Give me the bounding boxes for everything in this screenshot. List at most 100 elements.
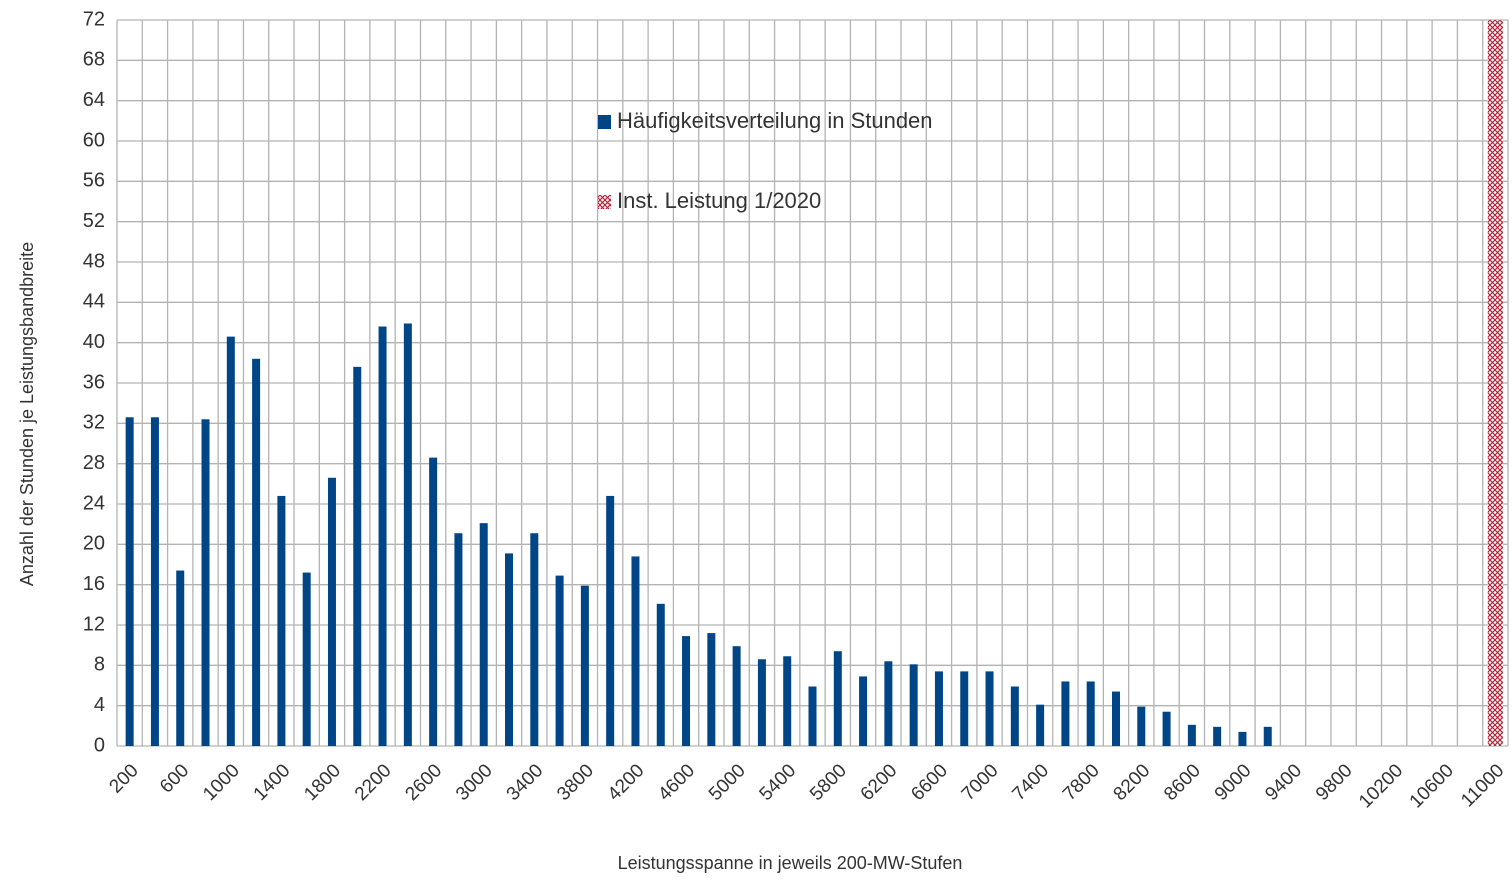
x-axis-title: Leistungsspanne in jeweils 200-MW-Stufen <box>618 853 963 873</box>
bar <box>226 336 235 746</box>
x-tick-label: 8200 <box>1110 760 1155 805</box>
bar <box>277 495 286 746</box>
bar <box>960 671 969 746</box>
x-tick-label: 1400 <box>250 760 295 805</box>
bar <box>201 419 210 746</box>
y-tick-label: 40 <box>83 331 105 353</box>
bar <box>808 686 817 746</box>
bar <box>682 636 691 746</box>
x-tick-label: 4200 <box>604 760 649 805</box>
bar <box>429 457 438 746</box>
x-tick-label: 2600 <box>401 760 446 805</box>
bar <box>934 671 943 746</box>
x-tick-label: 7800 <box>1059 760 1104 805</box>
bar <box>1061 681 1070 746</box>
x-tick-label: 5400 <box>756 760 801 805</box>
y-tick-label: 20 <box>83 533 105 555</box>
bar <box>150 417 159 746</box>
y-tick-label: 68 <box>83 49 105 71</box>
y-tick-label: 0 <box>94 734 105 756</box>
bar <box>1487 20 1503 746</box>
legend-swatch <box>598 115 611 129</box>
bar <box>1187 724 1196 746</box>
bar <box>1010 686 1019 746</box>
bar <box>580 585 589 746</box>
x-tick-label: 600 <box>156 760 193 797</box>
y-tick-label: 64 <box>83 89 105 111</box>
y-tick-label: 36 <box>83 371 105 393</box>
x-tick-label: 9400 <box>1261 760 1306 805</box>
x-tick-label: 10200 <box>1355 760 1407 812</box>
bar <box>555 575 564 746</box>
y-tick-label: 28 <box>83 452 105 474</box>
bar <box>530 533 539 746</box>
x-tick-label: 3400 <box>503 760 548 805</box>
y-tick-label: 16 <box>83 573 105 595</box>
bar <box>176 570 185 746</box>
x-tick-label: 9000 <box>1211 760 1256 805</box>
x-tick-label: 3800 <box>553 760 598 805</box>
bar <box>833 651 842 746</box>
bar <box>909 664 918 746</box>
x-tick-label: 8600 <box>1160 760 1205 805</box>
bar <box>859 676 868 746</box>
y-tick-label: 60 <box>83 129 105 151</box>
bar <box>1086 681 1095 746</box>
bar <box>1263 726 1272 746</box>
y-tick-label: 48 <box>83 250 105 272</box>
y-tick-label: 56 <box>83 170 105 192</box>
x-tick-label: 3000 <box>452 760 497 805</box>
x-tick-label: 2200 <box>351 760 396 805</box>
bar <box>606 495 615 746</box>
bar <box>884 661 893 746</box>
x-tick-label: 10600 <box>1406 760 1458 812</box>
legend-label: Inst. Leistung 1/2020 <box>617 188 821 213</box>
y-tick-label: 72 <box>83 8 105 30</box>
bar <box>353 366 362 746</box>
legend-label: Häufigkeitsverteilung in Stunden <box>617 108 933 133</box>
bar <box>985 671 994 746</box>
y-tick-label: 8 <box>94 654 105 676</box>
bar <box>378 326 387 746</box>
bar <box>1111 691 1120 746</box>
bar <box>252 358 261 746</box>
x-tick-label: 9800 <box>1312 760 1357 805</box>
x-tick-label: 6600 <box>907 760 952 805</box>
y-tick-label: 44 <box>83 291 105 313</box>
bar <box>631 556 640 746</box>
bar <box>302 572 311 746</box>
y-tick-label: 12 <box>83 613 105 635</box>
bar <box>327 477 336 746</box>
bar <box>479 523 488 746</box>
x-tick-label: 5000 <box>705 760 750 805</box>
x-tick-label: 6200 <box>857 760 902 805</box>
y-tick-label: 32 <box>83 412 105 434</box>
bar <box>1137 706 1146 746</box>
bar <box>454 533 463 746</box>
x-tick-label: 7400 <box>1008 760 1053 805</box>
x-tick-label: 200 <box>105 760 142 797</box>
bar <box>732 646 741 746</box>
y-axis-title: Anzahl der Stunden je Leistungsbandbreit… <box>17 242 37 586</box>
bar <box>125 417 134 746</box>
x-tick-label: 11000 <box>1457 760 1508 811</box>
bar <box>403 323 412 746</box>
x-tick-label: 1000 <box>199 760 244 805</box>
x-tick-label: 4600 <box>654 760 699 805</box>
bar <box>1213 726 1222 746</box>
x-tick-label: 5800 <box>806 760 851 805</box>
bar <box>757 659 766 746</box>
y-tick-label: 52 <box>83 210 105 232</box>
bar <box>783 656 792 746</box>
x-tick-label: 1800 <box>300 760 345 805</box>
bar <box>707 633 716 746</box>
y-tick-label: 4 <box>94 694 105 716</box>
bar <box>1036 704 1045 746</box>
legend-swatch <box>598 195 611 209</box>
y-tick-label: 24 <box>83 492 105 514</box>
bar <box>1162 711 1171 746</box>
bar <box>505 553 514 746</box>
bar <box>656 603 665 746</box>
bar <box>1238 731 1247 746</box>
